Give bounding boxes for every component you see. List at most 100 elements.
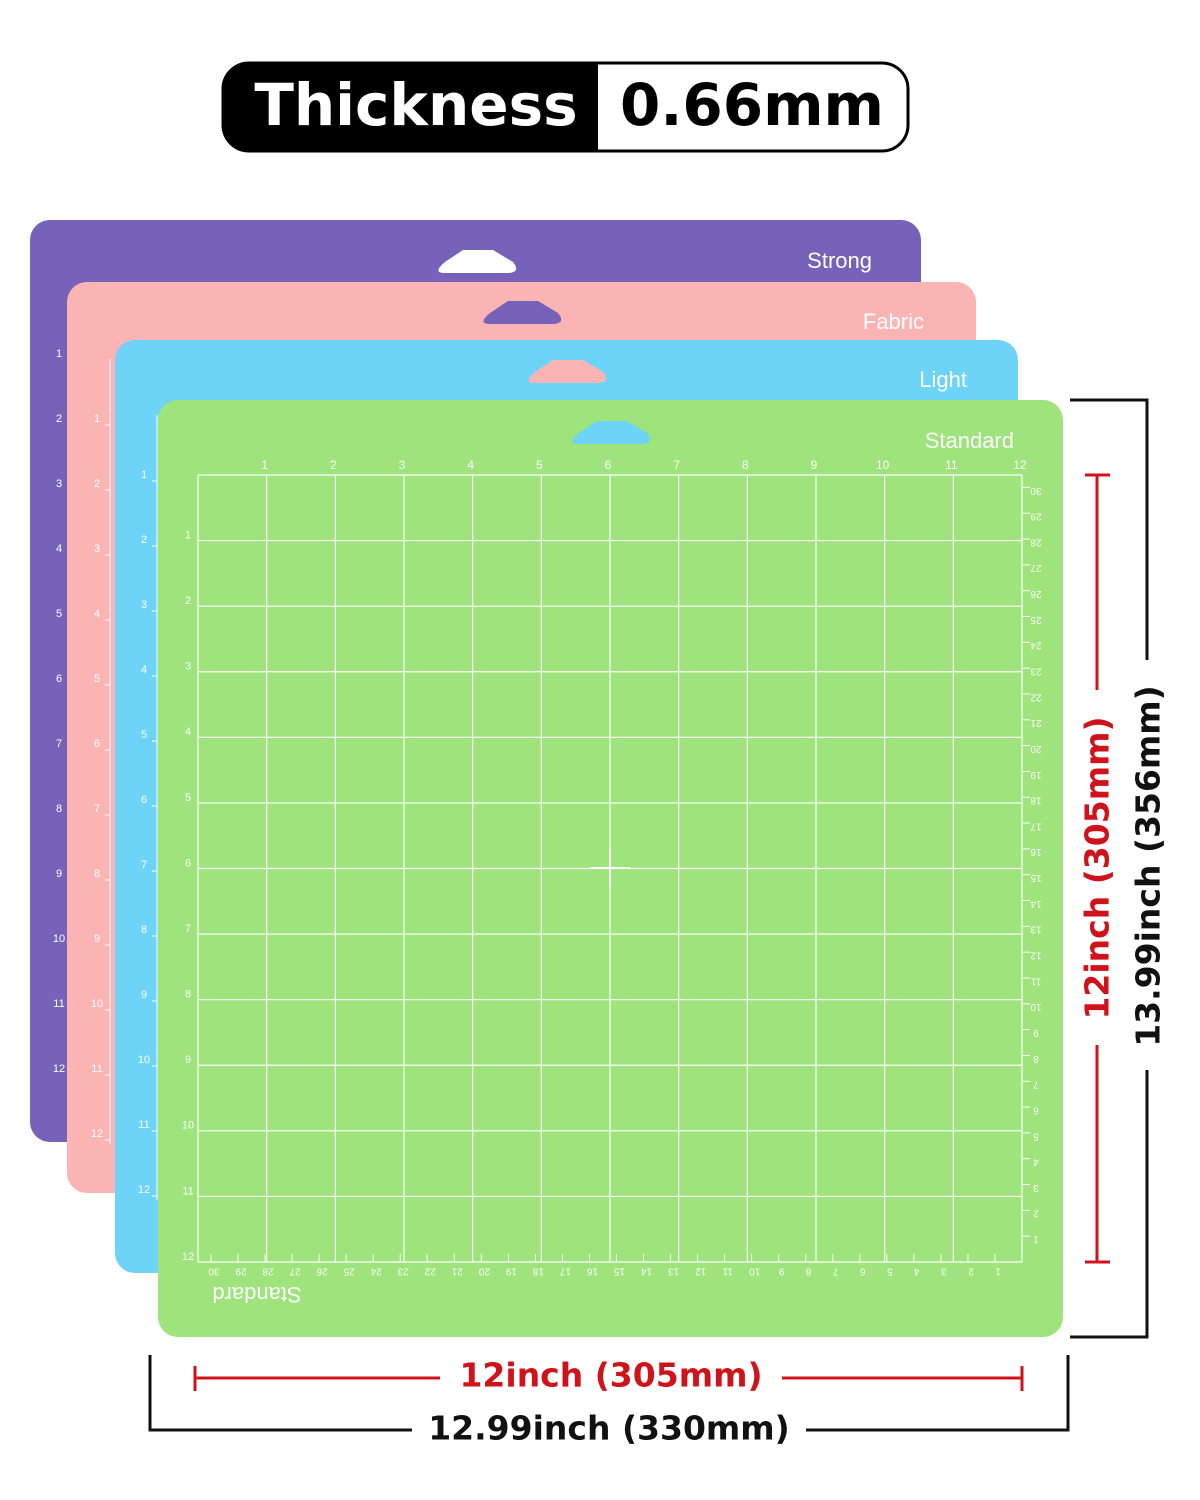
ruler-label: 17	[559, 1265, 571, 1276]
ruler-label: 14	[641, 1265, 653, 1276]
ruler-label: 18	[1030, 795, 1042, 806]
ruler-label: 16	[1030, 846, 1042, 857]
ruler-label: 10	[182, 1120, 194, 1132]
ruler-label: 7	[94, 803, 100, 815]
inner-width-bracket	[193, 1366, 1024, 1391]
ruler-label: 9	[1033, 1027, 1039, 1038]
ruler-label: 8	[1033, 1053, 1039, 1064]
ruler-label: 7	[141, 859, 147, 871]
ruler-label: 3	[56, 478, 62, 490]
outer-height-label: 13.99inch (356mm)	[1129, 685, 1168, 1047]
ruler-label: 7	[1033, 1079, 1039, 1090]
ruler-label: 25	[343, 1265, 355, 1276]
ruler-label: 1	[56, 348, 62, 360]
hanger-notch	[572, 421, 651, 444]
ruler-label: 5	[1033, 1130, 1039, 1141]
ruler-label: 4	[467, 458, 474, 472]
ruler-label: 3	[185, 661, 191, 673]
ruler-label: 2	[968, 1265, 974, 1276]
ruler-label: 8	[56, 803, 62, 815]
ruler-label: 19	[505, 1265, 517, 1276]
ruler-label: 24	[370, 1265, 382, 1276]
ruler-label: 3	[141, 599, 147, 611]
badge-label: Thickness	[254, 71, 577, 139]
ruler-label: 19	[1030, 769, 1042, 780]
ruler-label: 1	[1033, 1234, 1039, 1245]
ruler-label: 9	[778, 1265, 784, 1276]
ruler-label: 1	[141, 469, 147, 481]
dimensions: 13.99inch (356mm) 12inch (305mm) 12.99in…	[148, 398, 1168, 1448]
ruler-label: 2	[56, 413, 62, 425]
ruler-label: 21	[1030, 717, 1042, 728]
ruler-label: 10	[749, 1265, 761, 1276]
ruler-label: 12	[1030, 950, 1042, 961]
ruler-label: 8	[94, 868, 100, 880]
ruler-label: 6	[185, 857, 191, 869]
ruler-label: 10	[53, 933, 65, 945]
ruler-label: 12	[182, 1251, 194, 1263]
ruler-label: 6	[1033, 1104, 1039, 1115]
ruler-label: 30	[208, 1265, 220, 1276]
ruler-label: 14	[1030, 898, 1042, 909]
badge-dark	[223, 63, 598, 151]
ruler-label: 5	[536, 458, 543, 472]
hanger-notch	[438, 250, 517, 273]
ruler-label: 1	[185, 529, 191, 541]
ruler-label: 25	[1030, 614, 1042, 625]
ruler-label: 10	[91, 998, 103, 1010]
ruler-label: 12	[1013, 458, 1027, 472]
ruler-label: 11	[945, 458, 958, 472]
inner-width-label: 12inch (305mm)	[459, 1356, 762, 1395]
mat-label: Fabric	[863, 309, 924, 334]
ruler-label: 11	[1030, 975, 1041, 986]
ruler-label: 23	[1030, 665, 1042, 676]
ruler-label: 3	[399, 458, 406, 472]
ruler-label: 1	[261, 458, 268, 472]
ruler-label: 29	[1030, 511, 1042, 522]
ruler-label: 6	[860, 1265, 866, 1276]
ruler-label: 10	[138, 1054, 150, 1066]
ruler-label: 5	[185, 792, 191, 804]
ruler-label: 4	[1033, 1156, 1039, 1167]
ruler-label: 3	[94, 543, 100, 555]
ruler-label: 20	[478, 1265, 490, 1276]
inner-height-label: 12inch (305mm)	[1078, 716, 1117, 1019]
hanger-notch	[528, 360, 607, 383]
ruler-label: 9	[811, 458, 818, 472]
ruler-label: 5	[887, 1265, 893, 1276]
ruler-label: 6	[94, 738, 100, 750]
center-cross	[590, 848, 630, 888]
ruler-label: 5	[56, 608, 62, 620]
mat-label: Strong	[807, 248, 872, 273]
ruler-label: 23	[397, 1265, 409, 1276]
ruler-label: 8	[806, 1265, 812, 1276]
ruler-label: 27	[1030, 562, 1042, 573]
outer-height-bracket	[1070, 398, 1149, 1339]
ruler-label: 22	[424, 1265, 436, 1276]
ruler-label: 6	[605, 458, 612, 472]
ruler-label: 9	[141, 989, 147, 1001]
ruler-label: 9	[94, 933, 100, 945]
ruler-label: 2	[185, 595, 191, 607]
ruler-label: 12	[91, 1128, 103, 1140]
ruler-label: 4	[141, 664, 147, 676]
ruler-label: 15	[1030, 872, 1042, 883]
ruler-label: 5	[94, 673, 100, 685]
ruler-label: 10	[876, 458, 890, 472]
hanger-notch	[483, 301, 562, 324]
ruler-label: 13	[1030, 924, 1042, 935]
ruler-label: 20	[1030, 743, 1042, 754]
ruler-label: 29	[235, 1265, 247, 1276]
mats: Strong123456789101112Fabric1234567891011…	[30, 220, 1063, 1337]
mat-label: Standard	[925, 428, 1014, 453]
inner-height-bracket	[1085, 473, 1110, 1264]
ruler-label: 27	[289, 1265, 301, 1276]
ruler-label: 5	[141, 729, 147, 741]
mat-label: Light	[919, 367, 967, 392]
ruler-label: 28	[262, 1265, 274, 1276]
ruler-label: 3	[1033, 1182, 1039, 1193]
ruler-label: 16	[586, 1265, 598, 1276]
ruler-label: 12	[695, 1265, 707, 1276]
